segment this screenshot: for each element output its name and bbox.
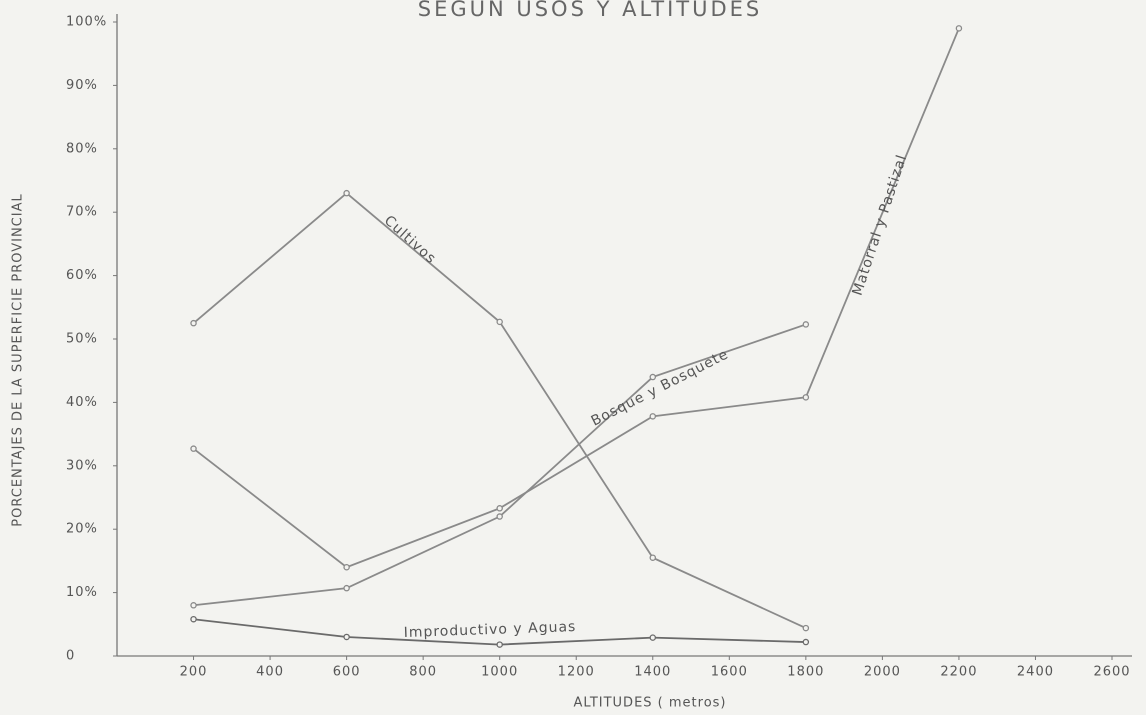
chart-title: SEGUN USOS Y ALTITUDES bbox=[418, 0, 763, 21]
y-tick-label: 80% bbox=[66, 141, 98, 156]
y-tick-label: 10% bbox=[66, 585, 98, 600]
x-tick-label: 1000 bbox=[481, 665, 518, 680]
point bbox=[190, 319, 197, 327]
point bbox=[649, 373, 657, 381]
x-tick-label: 2200 bbox=[940, 665, 977, 680]
point bbox=[343, 189, 350, 197]
x-tick-label: 2000 bbox=[864, 665, 901, 680]
point bbox=[496, 513, 503, 520]
point bbox=[955, 25, 963, 32]
x-tick-label: 2400 bbox=[1017, 665, 1054, 680]
x-tick-label: 800 bbox=[409, 665, 437, 680]
point bbox=[802, 624, 810, 632]
x-tick-label: 200 bbox=[180, 665, 208, 680]
y-tick-label: 30% bbox=[66, 458, 98, 473]
y-tick-label: 50% bbox=[66, 332, 98, 347]
point bbox=[802, 638, 810, 646]
point bbox=[190, 602, 197, 609]
series-line bbox=[192, 192, 807, 629]
x-tick-label: 2600 bbox=[1093, 665, 1130, 680]
series-label: Matorral y Pastizal bbox=[850, 152, 911, 297]
x-tick-label: 1400 bbox=[634, 665, 671, 680]
x-tick-label: 1600 bbox=[711, 665, 748, 680]
point bbox=[649, 413, 657, 420]
point bbox=[343, 633, 350, 641]
point bbox=[802, 321, 810, 328]
x-axis-label: ALTITUDES ( metros) bbox=[573, 696, 726, 711]
x-tick-label: 1800 bbox=[787, 665, 824, 680]
series-label: Cultivos bbox=[381, 213, 439, 268]
x-tick-label: 600 bbox=[333, 665, 361, 680]
point bbox=[190, 445, 197, 452]
y-tick-label: 60% bbox=[66, 268, 98, 283]
point bbox=[649, 554, 657, 561]
y-tick-label: 40% bbox=[66, 395, 98, 410]
y-tick-label: 100% bbox=[66, 15, 107, 30]
series-label: Improductivo y Aguas bbox=[403, 619, 576, 641]
y-tick-label: 0 bbox=[66, 649, 75, 664]
y-tick-label: 20% bbox=[66, 522, 98, 537]
point bbox=[496, 505, 503, 512]
y-axis-label: PORCENTAJES DE LA SUPERFICIE PROVINCIAL bbox=[11, 193, 26, 526]
y-tick-label: 70% bbox=[66, 205, 98, 220]
point bbox=[496, 318, 503, 326]
point bbox=[190, 615, 197, 623]
point bbox=[343, 584, 350, 592]
x-tick-label: 400 bbox=[256, 665, 284, 680]
x-tick-label: 1200 bbox=[558, 665, 595, 680]
point bbox=[496, 641, 503, 648]
point bbox=[802, 394, 810, 401]
y-tick-label: 90% bbox=[66, 78, 98, 93]
point bbox=[649, 634, 657, 641]
series-line bbox=[192, 27, 960, 569]
point bbox=[343, 563, 350, 571]
series-label: Bosque y Bosquete bbox=[589, 346, 732, 429]
